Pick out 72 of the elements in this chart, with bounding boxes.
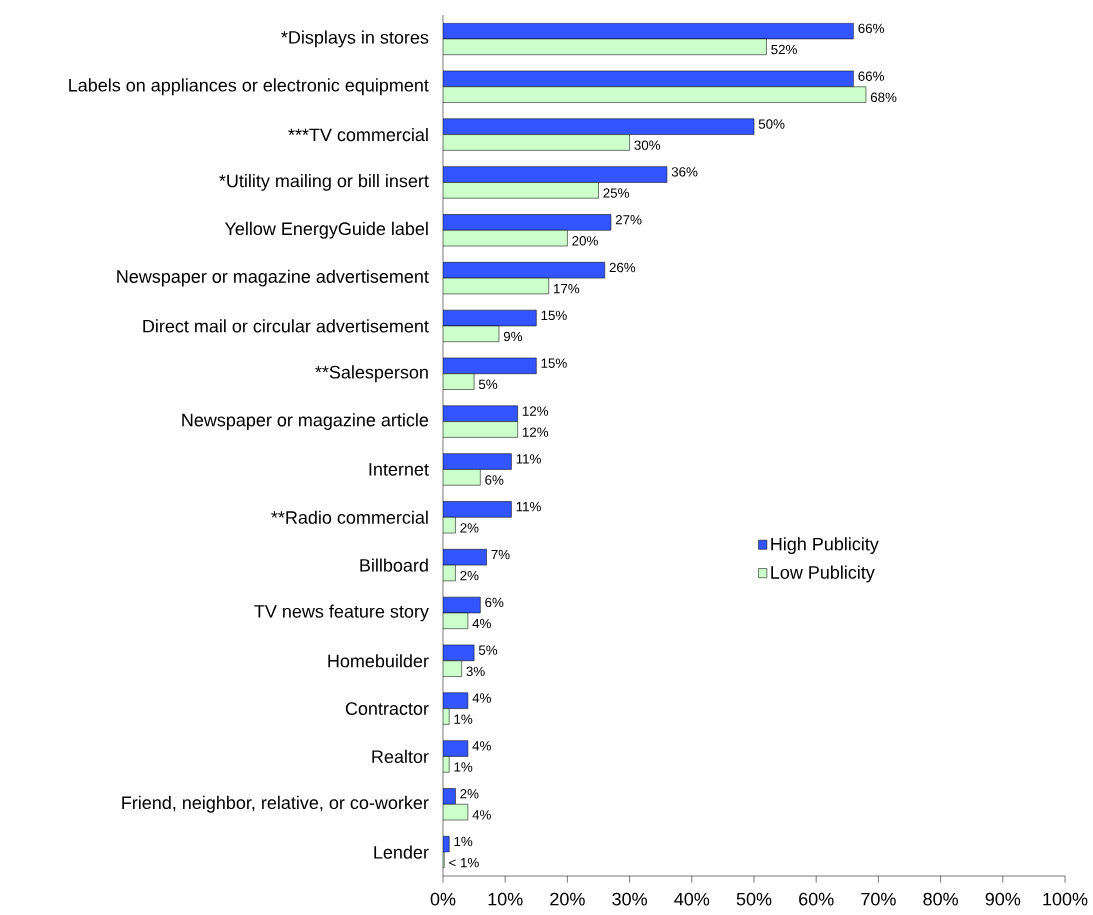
y-tick-label: TV news feature story	[254, 604, 429, 622]
data-label: 52%	[771, 44, 797, 55]
data-label: 5%	[478, 645, 498, 655]
x-tick-label: 60%	[799, 892, 834, 906]
y-tick-label: Direct mail or circular advertisement	[143, 319, 429, 333]
data-label: 1%	[454, 836, 473, 847]
x-tick-label: 50%	[736, 892, 772, 906]
x-tick-label: 90%	[985, 892, 1021, 906]
bar	[443, 469, 481, 486]
x-tick-label: 80%	[923, 892, 958, 906]
data-label: < 1%	[449, 857, 479, 868]
y-tick-label: Labels on appliances or electronic equipment	[69, 78, 429, 96]
x-tick-label: 40%	[674, 892, 710, 906]
data-label: 4%	[472, 693, 491, 703]
data-label: 36%	[671, 167, 698, 177]
x-tick-label: 10%	[488, 892, 523, 906]
legend-label: High Publicity	[771, 537, 879, 554]
data-label: 11%	[516, 502, 541, 512]
bar	[443, 134, 630, 151]
data-label: 20%	[572, 236, 598, 246]
data-label: 15%	[541, 310, 567, 321]
data-label: 9%	[503, 331, 523, 342]
data-label: 25%	[603, 188, 629, 198]
y-tick-label: **Salesperson	[315, 365, 428, 383]
x-tick-label: 100%	[1043, 892, 1088, 906]
data-label: 11%	[516, 454, 541, 464]
data-label: 1%	[454, 762, 473, 772]
data-label: 15%	[541, 358, 567, 368]
y-tick-label: Lender	[374, 845, 429, 859]
data-label: 4%	[472, 741, 491, 751]
y-tick-label: *Utility mailing or bill insert	[219, 174, 429, 191]
x-tick-label: 30%	[612, 892, 647, 906]
y-tick-label: Homebuilder	[328, 654, 429, 668]
data-label: 68%	[870, 92, 897, 103]
data-label: 4%	[472, 810, 491, 820]
data-label: 12%	[522, 406, 549, 416]
legend-label: Low Publicity	[771, 565, 875, 583]
y-tick-label: *Displays in stores	[281, 30, 429, 48]
data-label: 30%	[634, 140, 661, 150]
bar	[443, 86, 867, 103]
bar	[443, 182, 599, 199]
y-tick-label: Internet	[369, 463, 429, 476]
bar	[443, 421, 518, 438]
data-label: 66%	[858, 23, 885, 34]
y-tick-label: Friend, neighbor, relative, or co-worker	[122, 795, 429, 813]
data-label: 1%	[454, 714, 473, 724]
data-label: 6%	[485, 597, 504, 608]
data-label: 2%	[460, 523, 479, 533]
y-tick-label: Realtor	[372, 749, 429, 764]
data-label: 17%	[554, 283, 580, 294]
x-tick-label: 0%	[430, 892, 456, 906]
y-tick-label: **Radio commercial	[271, 510, 428, 524]
y-tick-label: Newspaper or magazine article	[182, 413, 429, 430]
data-label: 50%	[758, 119, 785, 129]
data-label: 3%	[466, 666, 485, 677]
data-label: 7%	[491, 549, 510, 560]
x-tick-label: 20%	[550, 892, 585, 906]
data-label: 5%	[478, 379, 498, 389]
data-label: 66%	[858, 71, 885, 81]
y-tick-label: Billboard	[360, 558, 428, 572]
data-label: 4%	[472, 618, 491, 629]
data-label: 12%	[522, 427, 549, 437]
data-label: 27%	[615, 215, 642, 225]
y-tick-label: Yellow EnergyGuide label	[224, 221, 428, 239]
x-tick-label: 70%	[861, 892, 896, 906]
data-label: 2%	[460, 570, 479, 581]
y-tick-label: Newspaper or magazine advertisement	[117, 269, 429, 287]
y-tick-label: ***TV commercial	[288, 127, 428, 142]
data-label: 6%	[485, 475, 504, 485]
y-tick-label: Contractor	[345, 702, 429, 715]
data-label: 26%	[609, 262, 636, 273]
data-label: 2%	[460, 789, 479, 799]
